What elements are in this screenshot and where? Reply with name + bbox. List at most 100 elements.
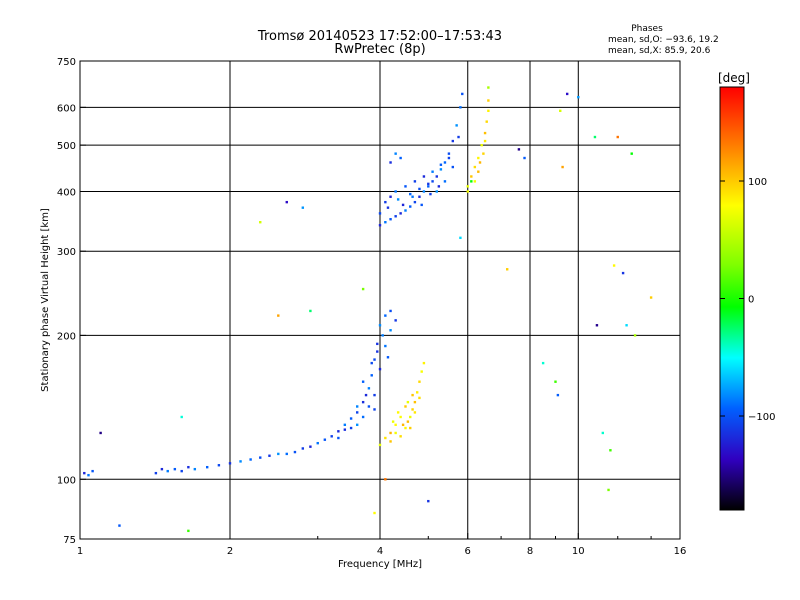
data-point <box>309 445 312 448</box>
data-point <box>559 109 562 113</box>
data-point <box>443 180 447 183</box>
data-point <box>439 168 443 171</box>
colorbar-tick-label: 100 <box>748 177 767 188</box>
data-point <box>384 344 387 348</box>
data-point <box>193 467 197 471</box>
data-point <box>435 190 438 193</box>
data-point <box>477 170 480 173</box>
data-point <box>427 185 430 188</box>
data-point <box>180 469 183 473</box>
x-tick-label: 1 <box>77 546 83 557</box>
data-point <box>330 435 333 438</box>
data-point <box>378 324 382 327</box>
grid-lines <box>80 61 680 539</box>
data-point <box>87 473 90 477</box>
data-point <box>277 452 280 456</box>
data-point <box>404 405 407 408</box>
data-point <box>612 264 616 267</box>
data-point <box>411 393 414 397</box>
data-point <box>470 175 473 178</box>
legend-line-o: mean, sd,O: −93.6, 19.2 <box>608 35 719 45</box>
data-point <box>404 185 407 188</box>
x-tick-label: 4 <box>377 546 383 557</box>
data-point <box>373 393 376 397</box>
y-tick-label: 600 <box>57 103 76 114</box>
x-axis-label: Frequency [MHz] <box>338 559 422 570</box>
data-point <box>277 314 280 317</box>
data-point <box>285 200 288 204</box>
y-axis-label: Stationary phase Virtual Height [km] <box>40 208 51 392</box>
data-point <box>361 400 365 404</box>
data-point <box>389 218 392 221</box>
data-point <box>394 431 397 435</box>
data-point <box>621 271 625 275</box>
data-point <box>355 411 359 414</box>
data-point <box>389 329 392 332</box>
data-point <box>459 236 462 240</box>
data-point <box>455 124 458 127</box>
data-point <box>470 180 473 183</box>
data-point <box>595 324 599 327</box>
data-points <box>83 86 653 533</box>
data-point <box>427 182 430 186</box>
data-point <box>394 190 397 193</box>
data-point <box>343 423 347 427</box>
data-point <box>355 423 359 427</box>
data-point <box>301 206 305 209</box>
data-point <box>386 356 390 359</box>
data-point <box>418 380 421 383</box>
data-point <box>394 152 397 155</box>
data-point <box>439 163 443 166</box>
data-point <box>517 148 521 151</box>
series-x-mode-f-layer <box>466 99 490 193</box>
data-point <box>601 431 605 435</box>
data-point <box>389 309 392 313</box>
data-point <box>391 420 395 423</box>
series-scattered-echoes <box>99 86 653 533</box>
data-point <box>437 185 441 188</box>
data-point <box>376 350 379 353</box>
data-point <box>343 428 347 431</box>
y-tick-label: 750 <box>57 57 76 68</box>
data-point <box>409 426 412 430</box>
data-point <box>473 165 477 169</box>
y-tick-label: 75 <box>63 535 76 546</box>
data-point <box>630 152 633 155</box>
data-point <box>389 161 392 164</box>
data-point <box>473 180 477 183</box>
data-point <box>457 135 460 139</box>
data-point <box>370 361 373 365</box>
data-point <box>554 380 557 383</box>
data-point <box>396 198 400 201</box>
legend-title: Phases <box>631 24 663 34</box>
data-point <box>389 431 392 435</box>
x-tick-label: 8 <box>527 546 533 557</box>
data-point <box>505 268 509 271</box>
data-point <box>381 334 384 337</box>
x-tick-label: 6 <box>465 546 471 557</box>
data-point <box>394 319 397 322</box>
data-point <box>99 431 102 435</box>
data-point <box>607 488 610 492</box>
data-point <box>364 393 368 397</box>
data-point <box>609 449 612 452</box>
data-point <box>413 200 417 204</box>
data-point <box>413 400 417 404</box>
data-point <box>361 415 365 419</box>
data-point <box>429 192 432 196</box>
data-point <box>378 367 382 371</box>
data-point <box>523 156 526 160</box>
chart-title: Tromsø 20140523 17:52:00–17:53:43 <box>257 29 502 44</box>
legend-line-x: mean, sd,X: 85.9, 20.6 <box>608 46 711 56</box>
data-point <box>466 190 469 193</box>
data-point <box>154 471 158 475</box>
data-point <box>384 200 387 204</box>
data-point <box>461 92 464 96</box>
data-point <box>435 175 438 178</box>
data-point <box>406 400 410 404</box>
data-point <box>409 205 412 208</box>
data-point <box>443 161 447 164</box>
colorbar-tick-label: −100 <box>748 412 775 423</box>
data-point <box>431 180 434 183</box>
x-tick-label: 2 <box>227 546 233 557</box>
